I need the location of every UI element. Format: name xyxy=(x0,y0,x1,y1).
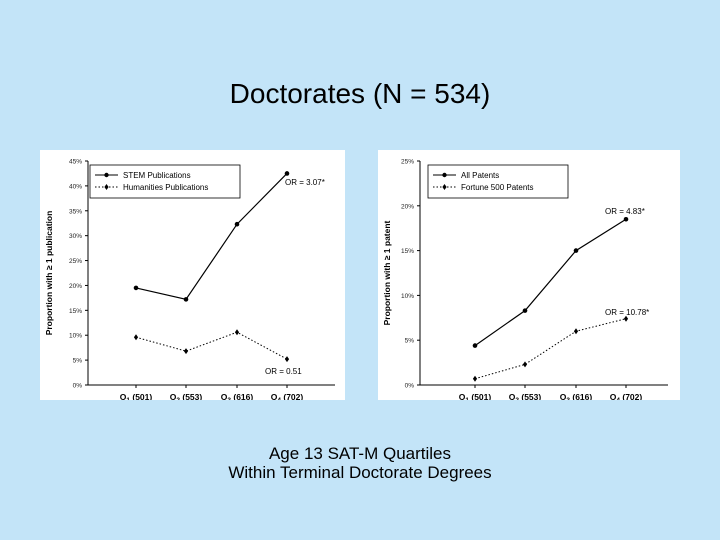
data-point xyxy=(183,297,189,302)
legend-marker xyxy=(442,184,447,190)
legend-marker xyxy=(104,172,109,178)
slide-title: Doctorates (N = 534) xyxy=(229,78,491,109)
series-line-2 xyxy=(135,331,288,360)
y-tick-label: 45% xyxy=(69,159,82,166)
x-tick-label: Q3 (616) xyxy=(560,392,593,400)
y-tick-label: 15% xyxy=(69,308,82,315)
x-tick-label: Q4 (702) xyxy=(610,392,643,400)
data-point xyxy=(234,329,240,336)
data-point xyxy=(573,328,579,335)
y-axis-label: Proportion with ≥ 1 patent xyxy=(382,220,392,325)
data-point xyxy=(133,285,139,291)
legend-box xyxy=(427,164,569,199)
chart-publications-panel: 0% 5% 10% 15% 20% 25% 30% 35% 40% 45% Proportion w… xyxy=(40,150,345,404)
y-tick-label: 35% xyxy=(69,208,82,215)
series-line-2 xyxy=(474,318,627,380)
x-tick-label: Q3 (616) xyxy=(221,392,254,400)
y-tick-label: 25% xyxy=(401,159,414,166)
y-tick-label: 25% xyxy=(69,258,82,265)
data-point xyxy=(234,221,240,227)
data-point xyxy=(623,315,629,322)
data-point xyxy=(472,375,478,382)
data-point xyxy=(133,334,139,341)
legend-label: All Patents xyxy=(461,171,499,180)
annotation-2: OR = 0.51 xyxy=(265,367,302,376)
footer-line-1: Age 13 SAT-M Quartiles xyxy=(268,444,452,463)
y-tick-label: 5% xyxy=(73,358,83,365)
chart-publications: 0% 5% 10% 15% 20% 25% 30% 35% 40% 45% Proportion w… xyxy=(44,159,335,404)
y-tick-label: 40% xyxy=(69,183,82,190)
chart-patents: 0% 5% 10% 15% 20% 25% Proportion with ≥ 1 pate… xyxy=(382,159,668,404)
y-tick-label: 0% xyxy=(73,383,83,390)
legend-marker xyxy=(104,184,109,190)
data-point xyxy=(284,171,290,176)
annotation-2: OR = 10.78* xyxy=(605,308,649,317)
x-tick-label: Q4 (702) xyxy=(271,392,304,400)
y-tick-label: 5% xyxy=(405,338,415,345)
data-point xyxy=(573,248,579,253)
data-point xyxy=(522,308,528,313)
y-tick-label: 10% xyxy=(401,293,414,300)
y-tick-label: 20% xyxy=(401,203,414,210)
data-point xyxy=(284,356,290,363)
y-tick-label: 10% xyxy=(69,333,82,340)
x-tick-label: Q1 (501) xyxy=(459,392,492,400)
series-line-1 xyxy=(474,218,627,347)
legend-label: STEM Publications xyxy=(123,171,191,180)
data-point xyxy=(472,343,478,348)
footer-line-2: Within Terminal Doctorate Degrees xyxy=(228,463,492,482)
y-tick-label: 30% xyxy=(69,233,82,240)
legend-box xyxy=(89,164,241,199)
y-tick-label: 15% xyxy=(401,248,414,255)
legend-marker xyxy=(442,172,447,178)
annotation-1: OR = 4.83* xyxy=(605,207,645,216)
data-point xyxy=(623,216,629,222)
x-tick-label: Q2 (553) xyxy=(509,392,542,400)
x-tick-label: Q2 (553) xyxy=(170,392,203,400)
x-tick-label: Q1 (501) xyxy=(120,392,153,400)
annotation-1: OR = 3.07* xyxy=(285,178,325,187)
y-axis-label: Proportion with ≥ 1 publication xyxy=(44,211,54,336)
y-tick-label: 0% xyxy=(405,383,415,390)
data-point xyxy=(522,361,528,368)
series-line-1 xyxy=(135,173,288,301)
data-point xyxy=(183,348,189,355)
legend-label: Fortune 500 Patents xyxy=(461,183,534,192)
legend-label: Humanities Publications xyxy=(123,183,208,192)
chart-patents-panel: 0% 5% 10% 15% 20% 25% Proportion with ≥ 1 pate… xyxy=(378,150,680,404)
y-tick-label: 20% xyxy=(69,283,82,290)
